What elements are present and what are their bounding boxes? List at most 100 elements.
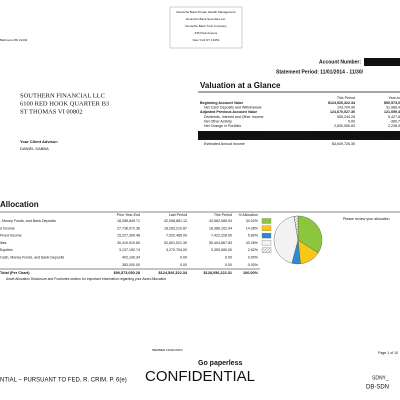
row-value: 555,244.28 <box>337 115 355 119</box>
bank-line: New York NY 10154 <box>193 38 220 42</box>
sender: Baltimore MD 21202 <box>0 38 28 42</box>
bank-line: Deutsche Bank Securities Inc. <box>186 17 226 21</box>
bates: DB-SDN <box>366 385 389 391</box>
page-number: Page 1 of 10 <box>378 351 398 355</box>
row-label: Beginning Account Value <box>200 101 243 105</box>
row-label: Net Cash Deposits and Withdrawals <box>204 106 262 110</box>
column-header: % Allocation <box>238 213 258 217</box>
address-line: 6100 RED HOOK QUARTER B3 <box>20 100 109 107</box>
ending-value: $128,056,222.31 <box>310 133 356 139</box>
advisor-label: Your Client Advisor: <box>20 139 58 144</box>
row-label: Fixed Income <box>0 234 22 238</box>
row-label: Net Other Activity <box>204 119 232 123</box>
row-label: ities <box>0 241 7 245</box>
redaction <box>364 58 400 66</box>
row-value: 15,227,309.48 <box>117 234 140 238</box>
row-value: 30,410,519.80 <box>117 241 140 245</box>
row-value: 42,058,881.12 <box>164 219 187 223</box>
row-value: 14.36% <box>246 226 259 230</box>
legend-swatch <box>261 225 272 231</box>
row-value: 2,830,950.83 <box>334 124 355 128</box>
legend-swatch <box>261 218 272 224</box>
row-value: 55,404,867.83 <box>209 241 232 245</box>
total-value: $124,526,322.34 <box>158 271 187 275</box>
row-value: 27,736,972.36 <box>117 226 140 230</box>
confidential-stamp: CONFIDENTIAL <box>145 368 255 385</box>
row-value: 121,059,4 <box>384 110 400 114</box>
estimated-label: Estimated Annual Income <box>204 142 245 146</box>
row-value: 0.00 <box>225 255 232 259</box>
bates: SDNY_ <box>372 375 389 381</box>
row-value: 43.26% <box>246 241 259 245</box>
bank-line: Deutsche Bank Trust Company <box>185 24 227 28</box>
row-value: 43,562,085.94 <box>209 219 232 223</box>
row-value: 0.00 <box>225 263 232 267</box>
row-value: 3,359,080.00 <box>211 248 232 252</box>
row-label: Cash, Money Funds, and Bank Deposits <box>0 255 65 259</box>
bank-line: 345 Park Avenue <box>195 31 218 35</box>
paperless: Go paperless <box>198 360 242 367</box>
ending-bar <box>198 131 400 140</box>
row-value: 3,270,704.00 <box>166 248 187 252</box>
bank-box <box>169 6 243 49</box>
row-value: 7,422,228.50 <box>211 234 232 238</box>
column-header: This Period <box>214 213 232 217</box>
valuation-title: Valuation at a Glance <box>200 81 281 90</box>
total-label: Total (Per Chart) <box>0 271 30 275</box>
ending-label: Ending Account Value <box>200 133 264 139</box>
total-value: $90,573,050.28 <box>114 271 140 275</box>
address-line: ST THOMAS VI 00802 <box>20 108 83 115</box>
row-value: 18,386,102.94 <box>209 226 232 230</box>
row-value: 0.00 <box>180 263 187 267</box>
member: MEMBER FINRA/SIPC <box>152 348 184 352</box>
row-label: Net Change in Portfolio <box>204 124 241 128</box>
row-value: 2,238,9 <box>388 124 400 128</box>
legend-swatch <box>261 232 272 239</box>
row-value: 3,137,192.74 <box>119 248 140 252</box>
legend-swatch <box>261 247 272 253</box>
column-header: Prior Year-End <box>117 213 140 217</box>
row-value: 2.62% <box>248 248 259 252</box>
row-label: Dividends, Interest and Other Income <box>204 115 264 119</box>
row-label: d Income <box>0 226 15 230</box>
column-header: This Period <box>337 96 355 100</box>
row-value: 34.02% <box>246 219 259 223</box>
estimated-value: $3,649,726.35 <box>332 142 355 146</box>
legend-swatch <box>261 240 272 246</box>
row-label: , Money Funds, and Bank Deposits <box>0 219 56 223</box>
row-value: 5.80% <box>248 234 259 238</box>
row-value: $124,526,322.34 <box>328 101 355 105</box>
row-label: Equities <box>0 248 13 252</box>
row-value: $90,573,0 <box>384 101 400 105</box>
row-value: 143,704.96 <box>337 106 355 110</box>
statement-period: Statement Period: 11/01/2014 - 11/30/ <box>276 69 364 75</box>
pie-slice <box>293 215 299 241</box>
pie-slice <box>273 216 299 264</box>
row-value: 124,670,027.30 <box>330 110 355 114</box>
bank-line: Deutsche Bank Private Wealth Management <box>177 10 236 14</box>
row-value: 0.00 <box>180 255 187 259</box>
allocation-title: Allocation <box>0 200 39 209</box>
row-value: 383,000.00 <box>122 263 140 267</box>
row-value: 7,532,485.00 <box>166 234 187 238</box>
confidential-notice: NTIAL – PURSUANT TO FED. R. CRIM. P. 6(e… <box>0 378 127 384</box>
row-value: 18,263,210.87 <box>164 226 187 230</box>
row-value: 18,285,849.71 <box>117 219 140 223</box>
ending-value: $128,056,222.31 <box>361 133 400 139</box>
row-value: -369,7 <box>390 119 400 123</box>
total-value: $128,056,222.31 <box>203 271 232 275</box>
advisor-name: DANIEL SABBA <box>20 146 49 151</box>
column-header: Year-to <box>389 96 400 100</box>
row-label: Adjusted Previous Account Value <box>200 110 257 114</box>
row-value: 31,986,4 <box>386 106 400 110</box>
footnote: Asset Allocation Disclosure and Footnote… <box>6 277 167 281</box>
row-value: 0.00% <box>248 263 259 267</box>
row-value: 402,106.34 <box>122 255 140 259</box>
row-value: 0.00 <box>348 119 355 123</box>
account-label: Account Number: <box>319 59 361 65</box>
column-header: Last Period <box>169 213 187 217</box>
row-value: 5,427,8 <box>388 115 400 119</box>
row-value: 52,601,021.35 <box>164 241 187 245</box>
address-line: SOUTHERN FINANCIAL LLC <box>20 92 105 99</box>
